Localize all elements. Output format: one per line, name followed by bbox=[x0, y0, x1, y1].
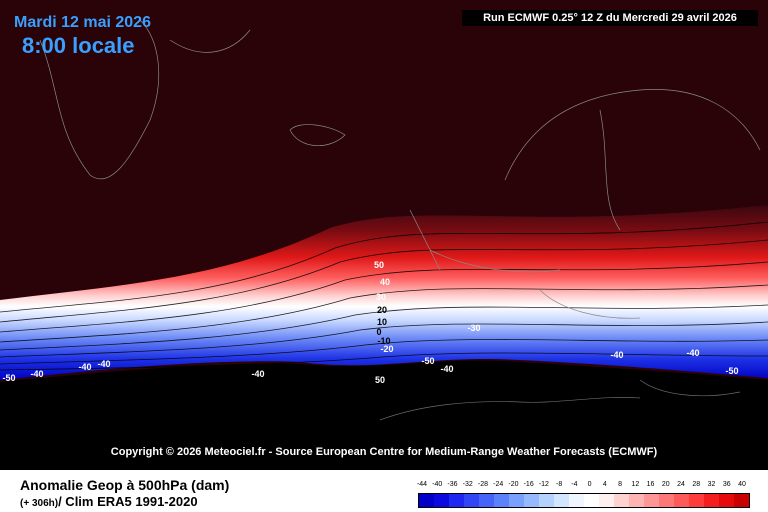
legend-swatch bbox=[674, 494, 689, 507]
legend-swatch bbox=[524, 494, 539, 507]
legend-swatch bbox=[554, 494, 569, 507]
forecast-date: Mardi 12 mai 2026 bbox=[14, 14, 151, 31]
legend-tick-label: -28 bbox=[477, 481, 488, 488]
legend-tick-label: 32 bbox=[707, 481, 716, 488]
legend-tick-label: 16 bbox=[646, 481, 655, 488]
contour-label: -40 bbox=[440, 364, 454, 374]
legend-swatch bbox=[644, 494, 659, 507]
map-subtitle: (+ 306h)/ Clim ERA5 1991-2020 bbox=[20, 494, 198, 509]
anomaly-map: Mardi 12 mai 2026 8:00 locale Run ECMWF … bbox=[0, 0, 768, 470]
legend-color-bar bbox=[418, 493, 750, 508]
contour-label: -50 bbox=[725, 366, 739, 376]
legend-swatch bbox=[494, 494, 509, 507]
contour-label: 50 bbox=[373, 260, 385, 270]
legend-tick-label: -12 bbox=[538, 481, 549, 488]
legend-tick-label: 36 bbox=[722, 481, 731, 488]
legend-swatch bbox=[539, 494, 554, 507]
footer: Anomalie Geop à 500hPa (dam) (+ 306h)/ C… bbox=[0, 470, 768, 512]
legend-tick-label: -44 bbox=[416, 481, 428, 488]
map-title: Anomalie Geop à 500hPa (dam) bbox=[20, 477, 230, 493]
legend-tick-label: -4 bbox=[571, 481, 578, 488]
contour-label: -40 bbox=[78, 362, 92, 372]
legend-swatch bbox=[479, 494, 494, 507]
contour-label: 10 bbox=[376, 317, 388, 327]
contour-lines bbox=[0, 221, 768, 371]
legend-tick-label: -20 bbox=[508, 481, 519, 488]
legend-tick-label: 40 bbox=[738, 481, 746, 488]
contour-label: -10 bbox=[377, 336, 391, 346]
legend-tick-label: 24 bbox=[677, 481, 685, 488]
forecast-time: 8:00 locale bbox=[22, 33, 135, 58]
legend-swatch bbox=[584, 494, 599, 507]
legend-swatch bbox=[509, 494, 524, 507]
climatology-label: / Clim ERA5 1991-2020 bbox=[58, 494, 198, 509]
legend-swatch bbox=[434, 494, 449, 507]
legend-swatch bbox=[689, 494, 704, 507]
legend-swatch bbox=[449, 494, 464, 507]
legend-ticks: -44 -40 -36 -32 -28 -24 -20 -16 -12 -8 -4 0 4 8 12 16 20… bbox=[414, 481, 750, 491]
contour-label: -40 bbox=[686, 348, 700, 358]
map-canvas bbox=[0, 0, 768, 470]
legend-swatch bbox=[659, 494, 674, 507]
contour-label: -40 bbox=[97, 359, 111, 369]
legend-tick-label: 0 bbox=[587, 481, 592, 488]
anomaly-band bbox=[0, 205, 768, 380]
forecast-hours: (+ 306h) bbox=[20, 498, 59, 509]
legend-tick-label: -36 bbox=[447, 481, 458, 488]
legend-tick-label: 20 bbox=[661, 481, 670, 488]
legend-swatch bbox=[734, 494, 749, 507]
legend-tick-label: -40 bbox=[432, 481, 443, 488]
contour-label: 20 bbox=[376, 305, 388, 315]
contour-label: 50 bbox=[374, 375, 386, 385]
copyright-text: Copyright © 2026 Meteociel.fr - Source E… bbox=[110, 446, 658, 458]
legend-tick-label: 4 bbox=[602, 481, 607, 488]
legend-swatch bbox=[719, 494, 734, 507]
legend-tick-label: 12 bbox=[631, 481, 640, 488]
coastlines bbox=[39, 19, 761, 319]
run-info: Run ECMWF 0.25° 12 Z du Mercredi 29 avri… bbox=[462, 10, 758, 26]
contour-label: 40 bbox=[379, 277, 391, 287]
contour-label: -20 bbox=[380, 344, 394, 354]
legend-tick-label: 28 bbox=[692, 481, 701, 488]
south-coastlines bbox=[379, 379, 741, 421]
legend-swatch bbox=[599, 494, 614, 507]
legend-tick-label: -16 bbox=[523, 481, 534, 488]
legend-swatch bbox=[629, 494, 644, 507]
legend-tick-label: -24 bbox=[493, 481, 504, 488]
legend-tick-label: 8 bbox=[618, 481, 623, 488]
legend-swatch bbox=[419, 494, 434, 507]
legend-swatch bbox=[464, 494, 479, 507]
contour-label: -50 bbox=[2, 373, 16, 383]
south-mask bbox=[0, 360, 768, 470]
legend-tick-label: -8 bbox=[556, 481, 563, 488]
contour-label: 30 bbox=[375, 292, 387, 302]
legend-swatch bbox=[569, 494, 584, 507]
contour-label: -40 bbox=[610, 350, 624, 360]
contour-label: -40 bbox=[251, 369, 265, 379]
legend-tick-label: -32 bbox=[462, 481, 473, 488]
contour-label: -30 bbox=[467, 323, 481, 333]
legend-swatch bbox=[614, 494, 629, 507]
legend-swatch bbox=[704, 494, 719, 507]
contour-label: -50 bbox=[421, 356, 435, 366]
contour-label: 0 bbox=[376, 327, 382, 337]
contour-label: -40 bbox=[30, 369, 44, 379]
